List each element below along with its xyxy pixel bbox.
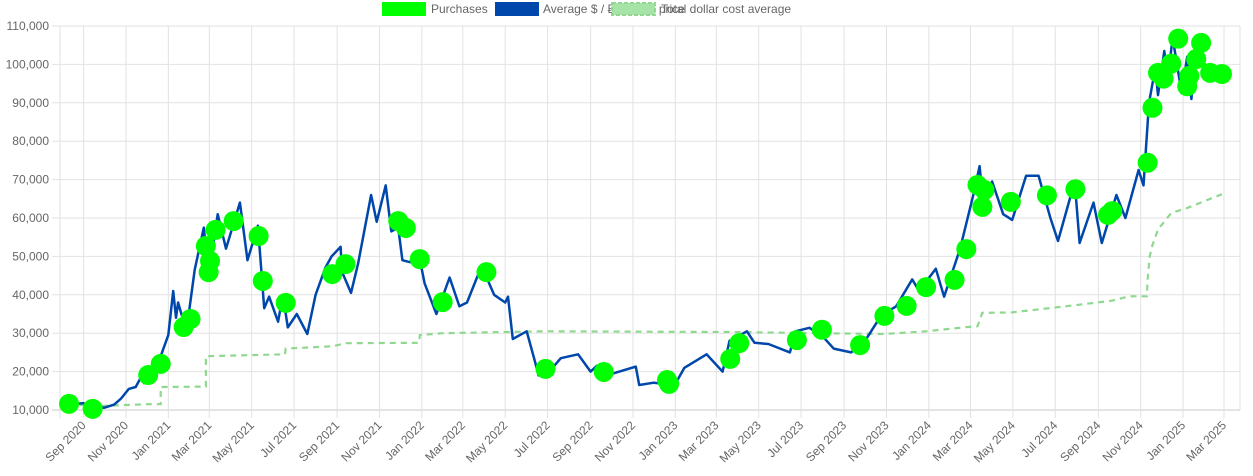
x-tick-label: Sep 2024 xyxy=(1057,418,1103,464)
x-tick-label: Jul 2024 xyxy=(1018,418,1060,460)
y-tick-label: 70,000 xyxy=(12,173,49,187)
purchase-point[interactable] xyxy=(1000,191,1021,212)
purchase-point[interactable] xyxy=(850,335,871,356)
purchase-point[interactable] xyxy=(1186,49,1207,70)
purchase-point[interactable] xyxy=(223,211,244,232)
purchase-point[interactable] xyxy=(729,333,750,354)
x-tick-label: Jul 2022 xyxy=(511,418,553,460)
purchase-point[interactable] xyxy=(916,277,937,298)
x-tick-label: Mar 2025 xyxy=(1183,418,1229,464)
x-tick-label: Sep 2023 xyxy=(803,418,849,464)
x-tick-label: Mar 2023 xyxy=(676,418,722,464)
y-tick-label: 90,000 xyxy=(12,96,49,110)
purchase-point[interactable] xyxy=(180,308,201,329)
y-tick-label: 40,000 xyxy=(12,288,49,302)
purchase-point[interactable] xyxy=(248,226,269,247)
purchase-point[interactable] xyxy=(1191,32,1212,53)
x-tick-label: Sep 2021 xyxy=(296,418,342,464)
x-tick-label: Sep 2022 xyxy=(550,418,596,464)
y-tick-label: 80,000 xyxy=(12,134,49,148)
legend-swatch-dca xyxy=(611,2,656,16)
legend-item-market-price[interactable]: Average $ / Ƀ market price xyxy=(495,2,685,16)
dca-line xyxy=(68,193,1223,408)
purchase-point[interactable] xyxy=(593,361,614,382)
purchase-point[interactable] xyxy=(1065,179,1086,200)
y-tick-label: 50,000 xyxy=(12,249,49,263)
y-tick-label: 100,000 xyxy=(6,57,50,71)
legend-label-purchases: Purchases xyxy=(431,2,488,16)
purchase-point[interactable] xyxy=(956,239,977,260)
x-tick-label: Jul 2021 xyxy=(257,418,299,460)
grid xyxy=(52,25,1241,418)
y-tick-label: 10,000 xyxy=(12,403,49,417)
legend-item-purchases[interactable]: Purchases xyxy=(382,2,488,16)
x-tick-label: Jan 2021 xyxy=(129,418,174,463)
x-tick-label: Nov 2022 xyxy=(592,418,638,464)
purchase-point[interactable] xyxy=(59,393,80,414)
x-tick-label: Sep 2020 xyxy=(42,418,88,464)
x-tick-label: Nov 2021 xyxy=(338,418,384,464)
x-tick-label: Nov 2024 xyxy=(1100,418,1146,464)
purchase-point[interactable] xyxy=(1179,65,1200,86)
chart-legend: Purchases Average $ / Ƀ market price Tot… xyxy=(382,2,791,16)
x-tick-label: May 2022 xyxy=(463,418,510,465)
x-tick-label: Jan 2023 xyxy=(636,418,681,463)
purchase-point[interactable] xyxy=(896,295,917,316)
x-tick-label: May 2023 xyxy=(717,418,764,465)
y-tick-label: 30,000 xyxy=(12,326,49,340)
legend-label-dca: Total dollar cost average xyxy=(661,2,791,16)
purchase-point[interactable] xyxy=(659,373,680,394)
x-tick-label: Nov 2020 xyxy=(85,418,131,464)
legend-swatch-purchases xyxy=(382,2,426,16)
purchase-point[interactable] xyxy=(335,254,356,275)
purchase-point[interactable] xyxy=(1142,97,1163,118)
x-tick-label: May 2021 xyxy=(210,418,257,465)
purchase-point[interactable] xyxy=(1137,152,1158,173)
legend-item-dca[interactable]: Total dollar cost average xyxy=(611,2,791,16)
purchase-point[interactable] xyxy=(275,292,296,313)
purchase-point[interactable] xyxy=(432,292,453,313)
purchase-point[interactable] xyxy=(874,305,895,326)
purchase-point[interactable] xyxy=(205,219,226,240)
purchase-point[interactable] xyxy=(395,217,416,238)
x-tick-label: Jul 2023 xyxy=(764,418,806,460)
x-tick-label: Nov 2023 xyxy=(845,418,891,464)
x-tick-label: Jan 2022 xyxy=(382,418,427,463)
x-tick-label: Mar 2024 xyxy=(930,418,976,464)
x-tick-label: Jan 2025 xyxy=(1143,418,1188,463)
purchase-point[interactable] xyxy=(786,330,807,351)
purchase-point[interactable] xyxy=(720,348,741,369)
purchase-point[interactable] xyxy=(974,179,995,200)
purchase-point[interactable] xyxy=(535,358,556,379)
purchase-point[interactable] xyxy=(972,196,993,217)
legend-swatch-market-price xyxy=(495,2,539,16)
purchase-point[interactable] xyxy=(1168,28,1189,49)
purchase-point[interactable] xyxy=(1102,201,1123,222)
x-tick-label: May 2024 xyxy=(971,418,1018,465)
x-tick-label: Mar 2022 xyxy=(422,418,468,464)
purchase-point[interactable] xyxy=(150,353,171,374)
purchase-point[interactable] xyxy=(82,398,103,419)
y-tick-label: 60,000 xyxy=(12,211,49,225)
purchase-point[interactable] xyxy=(1211,64,1232,84)
purchase-point[interactable] xyxy=(944,269,965,290)
purchase-point[interactable] xyxy=(1161,53,1182,74)
y-tick-label: 20,000 xyxy=(12,365,49,379)
x-tick-label: Jan 2024 xyxy=(889,418,934,463)
series-layer xyxy=(59,28,1232,419)
purchase-point[interactable] xyxy=(195,236,216,257)
purchase-point[interactable] xyxy=(476,262,497,283)
purchase-point[interactable] xyxy=(200,251,221,272)
purchase-point[interactable] xyxy=(811,319,832,340)
y-axis: 10,000 20,000 30,000 40,000 50,000 60,000 70,0… xyxy=(6,19,50,417)
purchase-point[interactable] xyxy=(409,249,430,270)
x-tick-label: Mar 2021 xyxy=(169,418,215,464)
purchase-point[interactable] xyxy=(252,270,273,291)
y-tick-label: 110,000 xyxy=(7,19,50,33)
purchase-point[interactable] xyxy=(1153,68,1174,89)
purchase-point[interactable] xyxy=(1036,185,1057,206)
